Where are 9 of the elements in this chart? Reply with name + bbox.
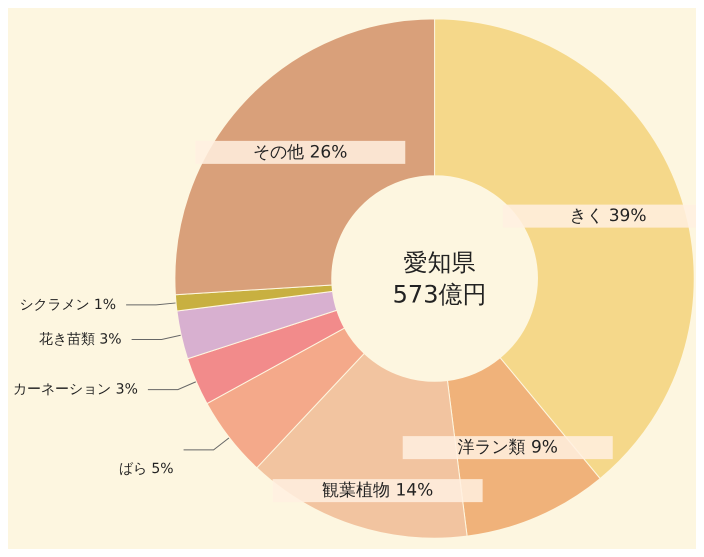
slice-label: 観葉植物 14% — [322, 480, 434, 501]
slice-label: 洋ラン類 9% — [458, 438, 558, 458]
slice-label: 花き苗類 3% — [38, 332, 122, 348]
slice-label: ばら 5% — [118, 461, 174, 478]
slice-label: その他 26% — [253, 142, 348, 162]
slice-label: シクラメン 1% — [19, 296, 116, 313]
slice-label: きく 39% — [569, 206, 647, 226]
text: 愛知県 573億円 — [392, 248, 486, 308]
slice-label: カーネーション 3% — [13, 382, 138, 398]
